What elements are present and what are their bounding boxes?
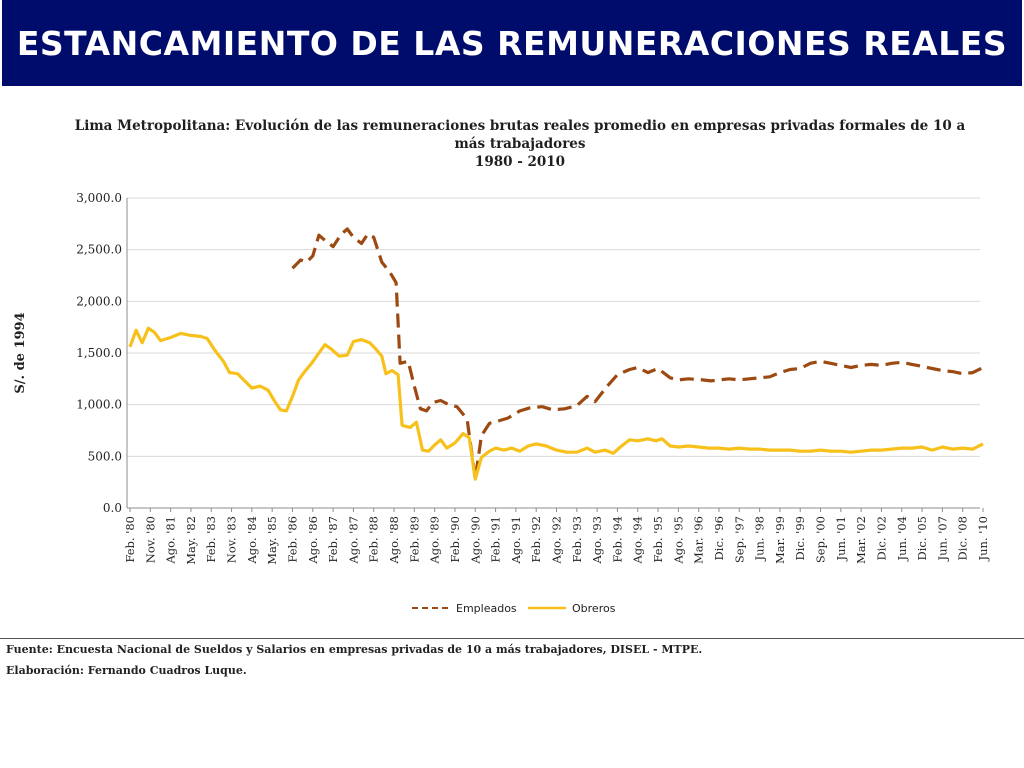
x-tick-label: Ago. '92 — [550, 516, 564, 565]
x-tick-label: Dic. '96 — [712, 516, 726, 560]
x-tick-label: Nov. '83 — [225, 516, 239, 563]
x-tick-label: Sep. '00 — [814, 516, 828, 563]
x-tick-label: May. '82 — [184, 516, 198, 565]
x-tick-label: Feb. '94 — [610, 516, 624, 563]
x-tick-label: Feb. '89 — [407, 516, 421, 563]
x-tick-label: Dic. '08 — [956, 516, 970, 560]
x-tick-label: Feb. '91 — [489, 516, 503, 563]
x-tick-label: Nov. '80 — [143, 516, 157, 563]
x-tick-label: Mar. '02 — [854, 516, 868, 564]
x-tick-label: Feb. '87 — [326, 516, 340, 563]
legend-label-obreros: Obreros — [572, 602, 616, 615]
y-tick-label: 1,500.0 — [76, 346, 122, 360]
x-tick-label: Feb. '90 — [448, 516, 462, 563]
x-tick-label: Ago. '81 — [164, 516, 178, 565]
x-tick-label: Ago. '90 — [468, 516, 482, 565]
x-tick-label: Jun. '98 — [753, 516, 767, 562]
x-tick-label: Jun. '07 — [935, 516, 949, 562]
x-tick-label: Ago. '95 — [671, 516, 685, 565]
y-tick-label: 500.0 — [88, 449, 122, 463]
y-axis-label: S/. de 1994 — [13, 312, 28, 393]
x-tick-label: Dic. '05 — [915, 516, 929, 560]
chart-title-line-2: más trabajadores — [454, 136, 586, 152]
x-tick-label: Dic. '99 — [793, 516, 807, 560]
y-tick-label: 1,000.0 — [76, 398, 122, 412]
title-banner: ESTANCAMIENTO DE LAS REMUNERACIONES REAL… — [2, 0, 1022, 86]
y-tick-label: 3,000.0 — [76, 191, 122, 205]
chart-title-line-3: 1980 - 2010 — [474, 154, 566, 170]
x-tick-label: Jun. '04 — [895, 516, 909, 562]
x-tick-label: Ago. '89 — [428, 516, 442, 565]
x-tick-label: Mar. '99 — [773, 516, 787, 564]
x-tick-label: Feb. '92 — [529, 516, 543, 563]
legend-label-empleados: Empleados — [456, 602, 517, 615]
x-tick-label: Feb. '86 — [285, 516, 299, 563]
series-line-empleados — [291, 227, 984, 481]
x-tick-label: Feb. '88 — [367, 516, 381, 563]
slide-title: ESTANCAMIENTO DE LAS REMUNERACIONES REAL… — [16, 23, 1008, 63]
source-note: Fuente: Encuesta Nacional de Sueldos y S… — [6, 643, 703, 656]
x-tick-label: Ago. '91 — [509, 516, 523, 565]
x-tick-label: Jun. '10 — [976, 516, 990, 562]
y-tick-label: 2,000.0 — [76, 294, 122, 308]
x-tick-label: Feb. '83 — [204, 516, 218, 563]
x-tick-label: Mar. '96 — [692, 516, 706, 564]
chart-title: Lima Metropolitana: Evolución de las rem… — [60, 117, 980, 171]
x-tick-label: Feb. '80 — [123, 516, 137, 563]
x-tick-label: Ago. '93 — [590, 516, 604, 565]
x-tick-label: Dic. '02 — [874, 516, 888, 560]
x-tick-label: Jun. '01 — [834, 516, 848, 562]
x-tick-label: Feb. '93 — [570, 516, 584, 563]
credit-note: Elaboración: Fernando Cuadros Luque. — [6, 664, 247, 677]
footer-divider — [0, 638, 1024, 639]
series-line-obreros — [128, 326, 984, 481]
chart-title-line-1: Lima Metropolitana: Evolución de las rem… — [74, 118, 966, 134]
y-tick-label: 0.0 — [103, 501, 122, 515]
x-tick-label: Ago. '87 — [346, 516, 360, 565]
x-tick-label: Feb. '95 — [651, 516, 665, 563]
line-chart: 0.0 500.0 1,000.0 1,500.0 2,000.0 2,500.0 3,00… — [13, 191, 990, 615]
x-tick-label: Sep. '97 — [732, 516, 746, 563]
x-tick-label: Ago. '94 — [631, 516, 645, 565]
x-tick-label: Ago. '84 — [245, 516, 259, 565]
x-tick-label: Ago. '88 — [387, 516, 401, 565]
x-tick-label: Ago. '86 — [306, 516, 320, 565]
y-tick-label: 2,500.0 — [76, 243, 122, 257]
x-tick-label: May. '85 — [265, 516, 279, 565]
